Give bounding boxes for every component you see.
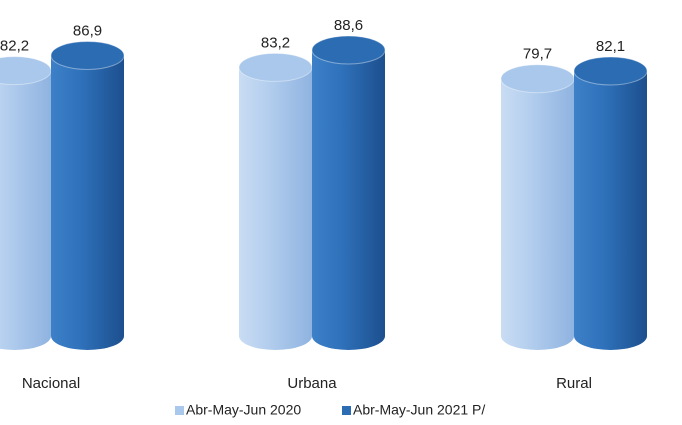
bar (238, 52, 313, 350)
legend-swatch (342, 406, 351, 415)
bar-top (311, 35, 386, 65)
bar (311, 35, 386, 350)
value-label: 79,7 (523, 46, 552, 63)
bar-body (312, 50, 385, 336)
x-tick-label: Nacional (22, 375, 80, 392)
bar-body (574, 70, 647, 337)
bar-top (50, 40, 125, 70)
value-label: 88,6 (334, 17, 363, 34)
bar (0, 56, 52, 350)
value-label: 86,9 (73, 22, 102, 39)
bar-top (573, 56, 648, 86)
value-label: 82,1 (596, 38, 625, 55)
bar (573, 56, 648, 350)
bar (500, 64, 575, 350)
x-tick-label: Rural (556, 375, 592, 392)
bar-body (0, 70, 51, 336)
value-label: 82,2 (0, 38, 29, 55)
bar-body (239, 67, 312, 336)
bar-body (501, 78, 574, 336)
legend-swatch (175, 406, 184, 415)
bar-body (51, 55, 124, 337)
bar-top (238, 52, 313, 82)
legend-label: Abr-May-Jun 2021 P/ (353, 402, 485, 418)
value-label: 83,2 (261, 34, 290, 51)
legend-label: Abr-May-Jun 2020 (186, 402, 301, 418)
x-tick-label: Urbana (287, 375, 337, 392)
bar (50, 40, 125, 350)
bar-top (500, 64, 575, 94)
